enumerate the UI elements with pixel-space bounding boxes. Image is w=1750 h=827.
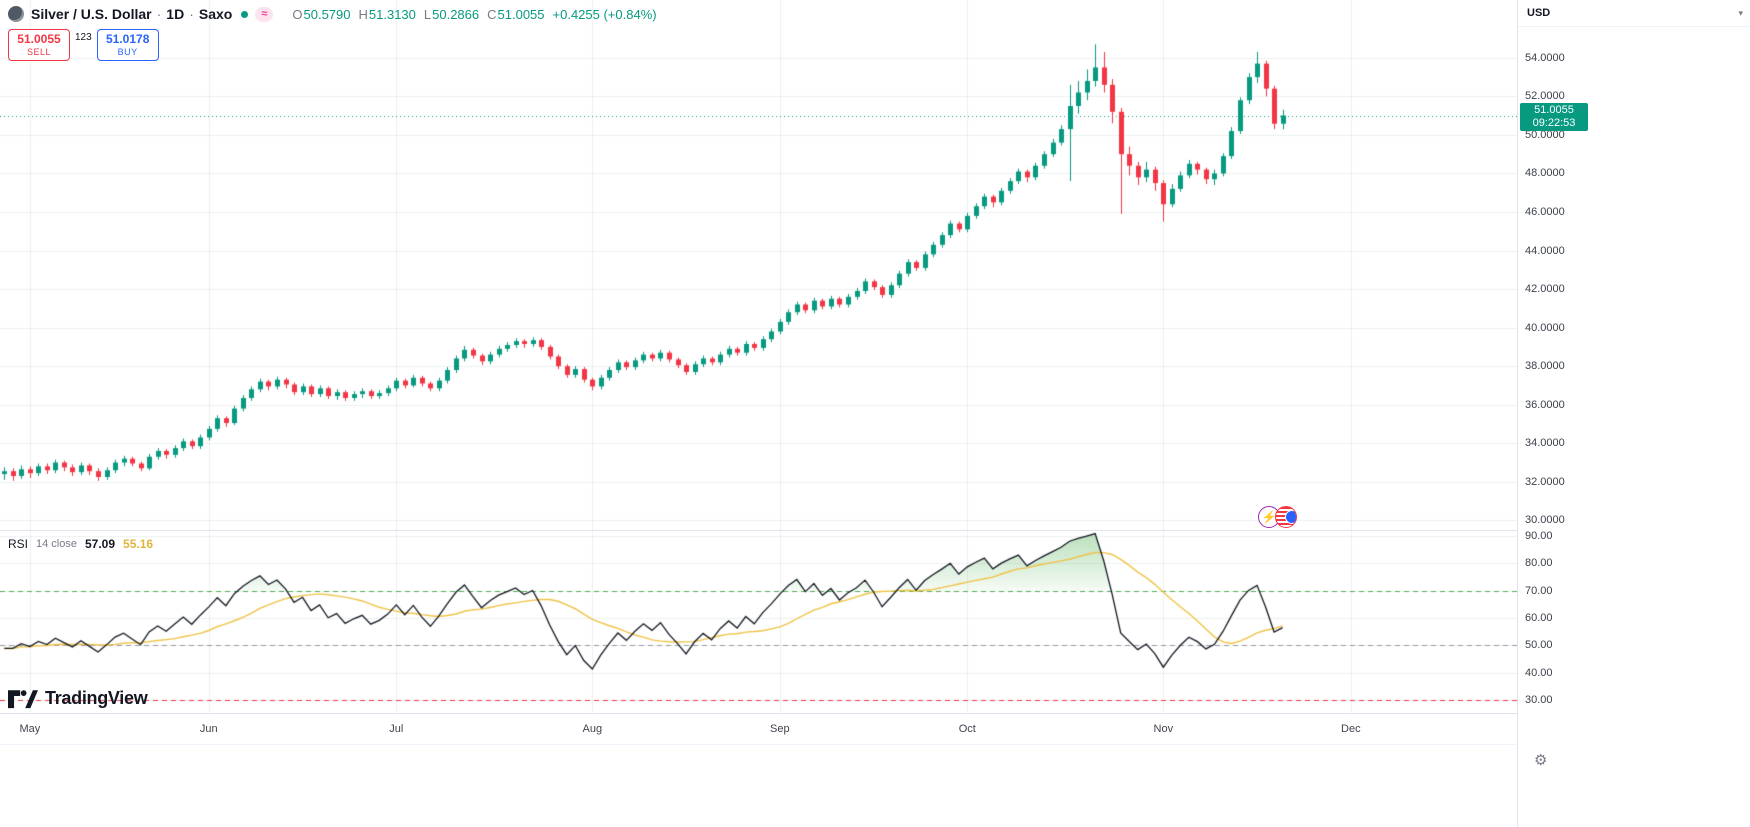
price-axis[interactable]: USD ▾ 51.0055 09:22:53 ⚙ 54.0000 52.0000 5… [1517, 0, 1750, 827]
symbol-logo-icon [8, 6, 24, 22]
time-axis-label: May [19, 723, 41, 735]
symbol-name[interactable]: Silver / U.S. Dollar [31, 6, 152, 22]
lightning-icon[interactable]: ⚡ [1258, 506, 1280, 528]
last-price-value: 51.0055 [1534, 103, 1574, 116]
close-label: C [487, 6, 497, 22]
separator: · [156, 6, 162, 22]
price-axis-label: 52.0000 [1525, 90, 1565, 103]
high-label: H [358, 6, 368, 22]
price-axis-label: 40.0000 [1525, 321, 1565, 334]
low-label: L [423, 6, 432, 22]
buy-price: 51.0178 [105, 32, 150, 46]
order-panel: 51.0055 SELL 123 51.0178 BUY [8, 29, 159, 61]
close-value: 51.0055 [497, 6, 545, 22]
rsi-indicator-name[interactable]: RSI [8, 537, 29, 551]
currency-label: USD [1527, 7, 1551, 19]
open-value: 50.5790 [303, 6, 351, 22]
sell-price: 51.0055 [17, 32, 61, 46]
market-status-icon[interactable] [241, 10, 249, 18]
price-axis-label: 50.0000 [1525, 128, 1565, 141]
spread-value: 123 [75, 32, 92, 43]
gear-icon[interactable]: ⚙ [1534, 752, 1548, 769]
pane-separator[interactable] [0, 713, 1750, 714]
sell-button[interactable]: 51.0055 SELL [8, 29, 70, 61]
time-axis[interactable]: May Jun Jul Aug Sep Oct Nov Dec [0, 714, 1517, 744]
tradingview-logo[interactable]: TradingView [8, 688, 148, 709]
symbol-legend: Silver / U.S. Dollar · 1D · Saxo ≈ O 50.5… [8, 6, 657, 22]
time-axis-label: Dec [1341, 723, 1361, 735]
rsi-axis-label: 40.00 [1525, 666, 1553, 679]
interval-label[interactable]: 1D [166, 6, 185, 22]
rsi-pane-canvas[interactable] [0, 531, 1517, 713]
last-price-badge: 51.0055 09:22:53 [1520, 102, 1588, 131]
flag-dot-icon [1285, 510, 1296, 524]
rsi-axis-label: 50.00 [1525, 639, 1553, 652]
change-value: +0.4255 (+0.84%) [552, 6, 657, 22]
low-value: 50.2866 [432, 6, 480, 22]
floating-icons: ⚡ [1258, 506, 1297, 528]
rsi-value: 57.09 [85, 537, 116, 551]
rsi-indicator-params: 14 close [36, 538, 77, 550]
time-axis-label: Jul [389, 723, 404, 735]
rsi-axis-label: 30.00 [1525, 693, 1553, 706]
price-axis-label: 42.0000 [1525, 283, 1565, 296]
rsi-legend[interactable]: RSI 14 close 57.09 55.16 [8, 537, 153, 551]
instrument-flags-icon[interactable] [1275, 506, 1297, 528]
tradingview-wordmark: TradingView [45, 688, 148, 708]
rsi-axis-label: 70.00 [1525, 584, 1553, 597]
high-value: 51.3130 [368, 6, 416, 22]
time-axis-label: Nov [1153, 723, 1174, 735]
bar-countdown: 09:22:53 [1532, 116, 1576, 129]
pane-separator[interactable] [0, 530, 1750, 531]
time-axis-label: Oct [958, 723, 976, 735]
separator: · [189, 6, 194, 22]
price-axis-label: 30.0000 [1525, 514, 1565, 527]
price-axis-label: 46.0000 [1525, 206, 1565, 218]
price-axis-label: 32.0000 [1525, 475, 1565, 488]
price-axis-label: 54.0000 [1525, 51, 1565, 64]
price-axis-label: 38.0000 [1525, 360, 1565, 373]
currency-selector[interactable]: USD ▾ [1518, 0, 1750, 27]
time-axis-label: Sep [770, 723, 790, 735]
tradingview-logo-icon [8, 690, 38, 709]
symbol-title[interactable]: Silver / U.S. Dollar · 1D · Saxo [31, 6, 232, 22]
chevron-down-icon: ▾ [1738, 7, 1743, 18]
time-axis-label: Jun [199, 723, 218, 735]
exchange-label: Saxo [198, 6, 233, 22]
rsi-axis-label: 90.00 [1525, 529, 1553, 542]
buy-label: BUY [117, 47, 138, 57]
price-axis-label: 36.0000 [1525, 398, 1565, 411]
time-axis-divider [0, 744, 1750, 745]
ohlc-values: O 50.5790 H 51.3130 L 50.2866 C 51.0055 +0.4… [284, 7, 656, 22]
rsi-axis-label: 80.00 [1525, 557, 1553, 570]
price-pane-canvas[interactable] [0, 0, 1517, 530]
price-axis-label: 44.0000 [1525, 244, 1565, 257]
time-axis-label: Aug [582, 723, 603, 735]
delayed-data-badge[interactable]: ≈ [255, 6, 274, 22]
rsi-axis-label: 60.00 [1525, 611, 1553, 624]
price-axis-label: 48.0000 [1525, 167, 1565, 180]
rsi-ma-value: 55.16 [123, 537, 154, 551]
open-label: O [292, 6, 303, 22]
buy-button[interactable]: 51.0178 BUY [96, 29, 159, 61]
price-axis-label: 34.0000 [1525, 437, 1565, 450]
sell-label: SELL [26, 47, 52, 57]
